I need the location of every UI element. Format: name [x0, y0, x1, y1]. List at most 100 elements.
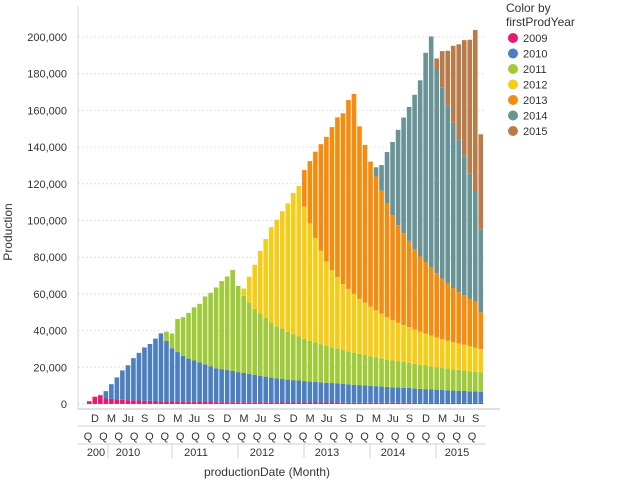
bar-segment[interactable] — [390, 402, 395, 404]
bar-segment[interactable] — [235, 372, 241, 403]
bar-segment[interactable] — [285, 203, 291, 332]
bar-segment[interactable] — [346, 99, 351, 289]
bar-segment[interactable] — [434, 367, 439, 390]
legend-item[interactable]: 2014 — [508, 110, 547, 123]
bar-segment[interactable] — [439, 51, 445, 88]
bar-segment[interactable] — [357, 126, 362, 299]
bar-segment[interactable] — [450, 45, 456, 123]
bar-segment[interactable] — [296, 336, 302, 381]
bar-segment[interactable] — [368, 385, 373, 403]
bar-segment[interactable] — [390, 141, 395, 216]
bar-segment[interactable] — [412, 388, 417, 403]
bar-segment[interactable] — [467, 346, 473, 372]
bar-segment[interactable] — [186, 401, 191, 404]
bar-segment[interactable] — [373, 402, 379, 404]
bar-segment[interactable] — [147, 400, 153, 404]
bar-segment[interactable] — [472, 347, 478, 372]
bar-segment[interactable] — [362, 355, 368, 386]
bar-segment[interactable] — [208, 366, 213, 402]
bar-segment[interactable] — [241, 402, 246, 404]
bar-segment[interactable] — [230, 370, 235, 403]
bar-segment[interactable] — [373, 167, 379, 177]
bar-segment[interactable] — [302, 206, 307, 339]
bar-segment[interactable] — [384, 317, 390, 360]
bar-segment[interactable] — [125, 365, 131, 401]
bar-segment[interactable] — [450, 122, 456, 289]
bar-segment[interactable] — [417, 80, 423, 257]
bar-segment[interactable] — [291, 402, 296, 404]
legend-item[interactable]: 2013 — [508, 95, 547, 107]
bar-segment[interactable] — [439, 87, 445, 279]
bar-segment[interactable] — [384, 386, 390, 403]
bar-segment[interactable] — [279, 328, 285, 380]
bar-segment[interactable] — [197, 362, 202, 402]
bar-segment[interactable] — [445, 340, 451, 369]
bar-segment[interactable] — [120, 399, 125, 404]
bar-segment[interactable] — [224, 402, 230, 404]
bar-segment[interactable] — [114, 377, 120, 400]
bar-segment[interactable] — [175, 319, 180, 353]
bar-segment[interactable] — [395, 402, 401, 404]
bar-segment[interactable] — [467, 371, 473, 392]
bar-segment[interactable] — [401, 387, 406, 403]
bar-segment[interactable] — [346, 351, 351, 385]
bar-segment[interactable] — [318, 382, 324, 403]
bar-segment[interactable] — [324, 382, 329, 403]
bar-segment[interactable] — [461, 402, 467, 404]
bar-segment[interactable] — [285, 402, 291, 404]
bar-segment[interactable] — [439, 278, 445, 340]
bar-segment[interactable] — [302, 338, 307, 382]
bar-segment[interactable] — [456, 390, 462, 403]
bar-segment[interactable] — [417, 364, 423, 389]
bar-segment[interactable] — [357, 353, 362, 386]
bar-segment[interactable] — [340, 113, 346, 284]
bar-segment[interactable] — [423, 389, 428, 403]
bar-segment[interactable] — [202, 401, 208, 404]
bar-segment[interactable] — [472, 30, 478, 192]
bar-segment[interactable] — [180, 355, 186, 402]
bar-segment[interactable] — [329, 402, 335, 404]
bar-segment[interactable] — [324, 261, 329, 347]
bar-segment[interactable] — [252, 308, 258, 375]
bar-segment[interactable] — [131, 358, 136, 401]
bar-segment[interactable] — [434, 389, 439, 403]
bar-segment[interactable] — [103, 391, 109, 399]
bar-segment[interactable] — [423, 365, 428, 390]
bar-segment[interactable] — [467, 39, 473, 174]
bar-segment[interactable] — [445, 390, 451, 403]
bar-segment[interactable] — [467, 391, 473, 403]
bar-segment[interactable] — [263, 402, 269, 404]
bar-segment[interactable] — [461, 390, 467, 403]
bar-segment[interactable] — [461, 344, 467, 371]
bar-segment[interactable] — [373, 176, 379, 311]
bar-segment[interactable] — [224, 370, 230, 403]
legend-item[interactable]: 2010 — [508, 48, 547, 61]
bar-segment[interactable] — [191, 401, 197, 404]
bar-segment[interactable] — [120, 370, 125, 400]
bar-segment[interactable] — [379, 402, 384, 404]
bar-segment[interactable] — [428, 267, 434, 336]
bar-segment[interactable] — [169, 401, 175, 404]
bar-segment[interactable] — [445, 283, 451, 341]
bar-segment[interactable] — [285, 379, 291, 403]
bar-segment[interactable] — [307, 381, 313, 403]
bar-segment[interactable] — [445, 105, 451, 284]
bar-segment[interactable] — [252, 264, 258, 309]
bar-segment[interactable] — [456, 402, 462, 404]
bar-segment[interactable] — [456, 44, 462, 140]
bar-segment[interactable] — [401, 361, 406, 388]
bar-segment[interactable] — [373, 310, 379, 358]
bar-segment[interactable] — [302, 170, 307, 207]
bar-segment[interactable] — [439, 402, 445, 404]
bar-segment[interactable] — [302, 402, 307, 404]
bar-segment[interactable] — [175, 401, 180, 404]
bar-segment[interactable] — [362, 402, 368, 404]
bar-segment[interactable] — [175, 352, 180, 402]
bar-segment[interactable] — [379, 165, 384, 191]
bar-segment[interactable] — [384, 203, 390, 318]
bar-segment[interactable] — [478, 348, 484, 373]
bar-segment[interactable] — [351, 352, 357, 385]
bar-segment[interactable] — [406, 362, 412, 389]
bar-segment[interactable] — [136, 352, 142, 401]
bar-segment[interactable] — [296, 402, 302, 404]
